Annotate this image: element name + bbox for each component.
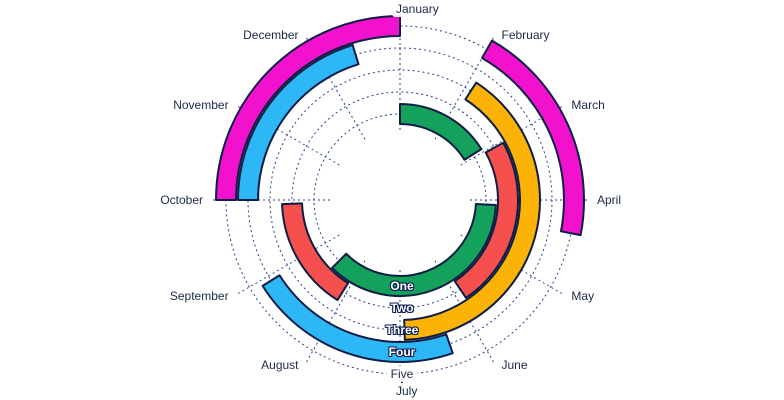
month-label-february: February [497,26,554,43]
gantt-arc-two-1[interactable] [453,141,519,299]
ring-label-four: Four [388,345,416,359]
month-label-june: June [497,357,532,374]
ring-label-one: One [390,279,414,293]
month-label-september: September [165,287,233,304]
month-label-november: November [169,96,233,113]
month-label-january: January [392,1,443,17]
month-label-august: August [257,357,303,374]
month-label-december: December [239,26,303,43]
ring-label-five: Five [386,366,418,382]
month-label-april: April [593,192,626,208]
gantt-arc-two-2[interactable] [281,202,350,302]
gantt-arc-three-1[interactable] [403,81,541,341]
gantt-arc-one-2[interactable] [331,202,497,297]
month-label-march: March [567,96,609,113]
gantt-arc-four-2[interactable] [237,44,360,201]
gantt-arc-four-1[interactable] [261,274,454,363]
month-label-july: July [392,383,422,399]
month-label-may: May [567,287,599,304]
ring-label-two: Two [390,301,414,315]
gantt-arc-five-1[interactable] [481,39,585,237]
gantt-arc-five-2[interactable] [215,15,401,201]
ring-label-three: Three [385,323,419,337]
month-label-october: October [156,192,207,208]
gantt-arc-one-1[interactable] [399,103,483,161]
